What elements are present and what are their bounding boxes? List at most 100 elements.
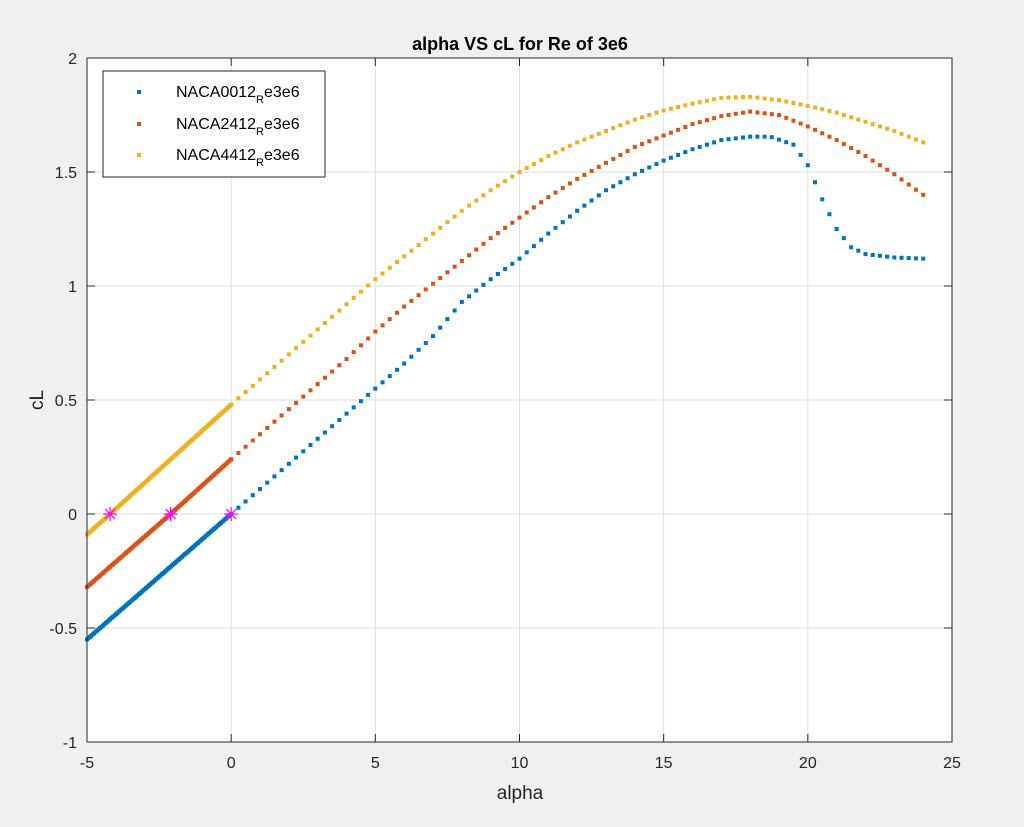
x-axis-label: alpha xyxy=(497,783,544,804)
data-point xyxy=(827,109,832,114)
data-point xyxy=(661,133,666,138)
data-point xyxy=(784,99,789,104)
data-point xyxy=(784,140,789,145)
data-point xyxy=(416,242,421,247)
data-point xyxy=(265,371,270,376)
data-point xyxy=(834,138,839,143)
data-point xyxy=(481,241,486,246)
data-point xyxy=(582,203,587,208)
data-point xyxy=(719,138,724,143)
data-point xyxy=(697,120,702,125)
data-point xyxy=(733,136,738,141)
data-point xyxy=(885,254,890,259)
tick-labels: -5 0 5 10 15 20 25 -1 -0.5 0 0.5 1 1.5 2 xyxy=(49,51,961,772)
data-point xyxy=(640,115,645,120)
data-point xyxy=(495,183,500,188)
data-point xyxy=(640,142,645,147)
data-point xyxy=(524,166,529,171)
data-point xyxy=(272,474,277,479)
data-point xyxy=(445,220,450,225)
data-point xyxy=(301,449,306,454)
data-point xyxy=(769,97,774,102)
data-point xyxy=(315,436,320,441)
y-tick-label: 0 xyxy=(68,507,77,524)
data-point xyxy=(704,98,709,103)
data-point xyxy=(813,180,818,185)
series-2 xyxy=(85,94,926,537)
data-point xyxy=(755,95,760,100)
legend-label: NACA4412Re3e6 xyxy=(176,147,300,169)
data-point xyxy=(337,308,342,313)
data-point xyxy=(618,123,623,128)
data-point xyxy=(748,109,753,114)
data-point xyxy=(553,150,558,155)
data-point xyxy=(380,323,385,328)
data-point xyxy=(640,168,645,173)
data-point xyxy=(503,179,508,184)
data-point xyxy=(423,237,428,242)
data-point xyxy=(531,205,536,210)
data-point xyxy=(560,185,565,190)
legend: NACA0012Re3e6 NACA2412Re3e6 NACA4412Re3e… xyxy=(102,70,326,178)
data-point xyxy=(906,182,911,187)
data-point xyxy=(863,154,868,159)
data-point xyxy=(322,430,327,435)
data-point xyxy=(856,248,861,253)
data-point xyxy=(647,165,652,170)
data-point xyxy=(416,293,421,298)
data-point xyxy=(582,137,587,142)
data-point xyxy=(625,148,630,153)
chart-title: alpha VS cL for Re of 3e6 xyxy=(412,34,628,54)
data-point xyxy=(286,461,291,466)
data-point xyxy=(625,176,630,181)
data-point xyxy=(258,486,262,491)
data-point xyxy=(733,95,738,100)
data-point xyxy=(604,188,608,193)
data-point xyxy=(604,128,608,133)
data-point xyxy=(733,111,738,116)
zero-lift-markers xyxy=(103,507,239,521)
data-point xyxy=(748,94,753,99)
data-point xyxy=(690,147,695,152)
data-point xyxy=(330,314,335,319)
data-point xyxy=(488,277,493,282)
data-point xyxy=(777,137,781,142)
data-point xyxy=(308,333,313,338)
data-point xyxy=(589,134,594,139)
data-point xyxy=(632,144,637,149)
data-point xyxy=(726,137,731,142)
data-point xyxy=(344,411,349,416)
data-point xyxy=(863,252,868,257)
data-point xyxy=(322,375,327,380)
data-point xyxy=(366,392,371,397)
data-point xyxy=(402,254,407,259)
data-point xyxy=(791,101,796,106)
data-point xyxy=(856,150,861,155)
data-point xyxy=(344,356,349,361)
data-point xyxy=(712,97,717,102)
data-point xyxy=(279,468,284,473)
data-point xyxy=(892,128,897,133)
data-point xyxy=(431,334,435,339)
data-point xyxy=(380,380,385,385)
data-point xyxy=(431,281,435,286)
data-point xyxy=(510,174,515,179)
data-point xyxy=(596,164,601,169)
y-tick-label: 1.5 xyxy=(55,165,77,182)
data-point xyxy=(849,245,854,250)
y-axis-label: cL xyxy=(27,390,48,410)
data-point xyxy=(531,162,536,167)
data-point xyxy=(510,220,515,225)
data-point xyxy=(258,377,262,382)
data-point xyxy=(697,100,702,105)
data-point xyxy=(676,105,681,110)
data-point xyxy=(394,310,399,315)
data-point xyxy=(438,225,443,230)
data-point xyxy=(322,321,327,326)
data-point xyxy=(517,256,522,261)
data-point xyxy=(294,346,299,351)
data-point xyxy=(748,134,753,139)
data-point xyxy=(286,352,291,357)
data-point xyxy=(899,255,904,260)
